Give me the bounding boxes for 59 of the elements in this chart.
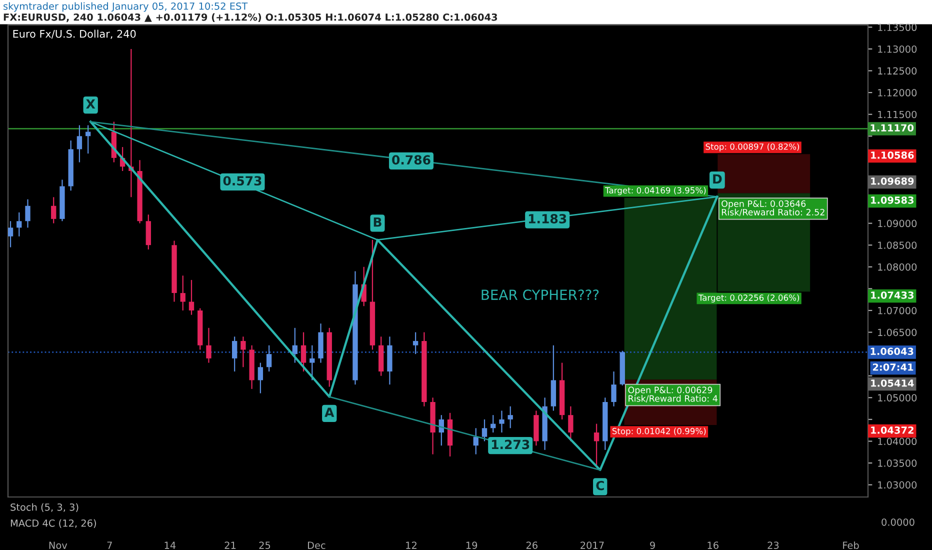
x-tick-label: 14 bbox=[164, 542, 176, 549]
y-tick-label: 1.05000 bbox=[878, 394, 917, 402]
annotation: C bbox=[596, 480, 604, 490]
y-tick-label: 1.12500 bbox=[878, 67, 917, 75]
annotation: A bbox=[324, 408, 334, 417]
annotation: BEAR CYPHER??? bbox=[482, 290, 599, 300]
annotation: B bbox=[374, 218, 382, 227]
y-tick-label: 1.04000 bbox=[878, 438, 917, 446]
y-tick-label: 1.13500 bbox=[878, 24, 917, 32]
annotation: 1.183 bbox=[528, 214, 566, 224]
y-tick-label: 1.08000 bbox=[878, 263, 917, 271]
data-label: Stop: 0.00897 (0.82%) bbox=[706, 143, 800, 152]
y-tick-label: 1.06500 bbox=[878, 328, 917, 336]
text: skymtrader published January 05, 2017 10:52 EST bbox=[4, 2, 248, 12]
chart-title: Euro Fx/U.S. Dollar, 240 bbox=[13, 30, 136, 39]
annotation: 0.573 bbox=[223, 176, 262, 186]
annotation: 0.786 bbox=[392, 155, 430, 165]
annotation: Open P&L: 0.00629 Risk/Reward Ratio: 4 bbox=[628, 386, 718, 402]
data-label: Target: 0.02256 (2.06%) bbox=[698, 294, 800, 302]
x-tick-label: 9 bbox=[650, 542, 655, 549]
x-tick-label: Nov bbox=[49, 542, 68, 549]
y-tick-label: 1.03000 bbox=[878, 481, 917, 489]
text: MACD 4C (12, 26) bbox=[10, 519, 96, 528]
y-tick-label: 1.13000 bbox=[878, 45, 917, 53]
x-tick-label: Feb bbox=[843, 541, 859, 549]
text: 1.10586 bbox=[871, 151, 914, 159]
x-tick-label: 26 bbox=[526, 542, 538, 549]
x-tick-label: Dec bbox=[308, 542, 326, 549]
ref-line-label: 1.06043 bbox=[870, 348, 914, 355]
x-tick-label: 7 bbox=[107, 542, 112, 549]
text: Stoch (5, 3, 3) bbox=[10, 503, 78, 512]
annotation: 1.273 bbox=[492, 440, 530, 450]
y-tick-label: 1.09000 bbox=[878, 220, 917, 228]
text: 1.05414 bbox=[871, 379, 914, 387]
y-tick-label: 1.08500 bbox=[878, 242, 917, 249]
text: 1.09583 bbox=[871, 196, 914, 204]
y-tick-label: 1.03500 bbox=[878, 459, 917, 467]
y-tick-label: 1.12000 bbox=[878, 89, 917, 96]
y-tick-label: 1.07000 bbox=[878, 306, 917, 314]
text: 1.07433 bbox=[871, 291, 914, 299]
chart-subtitle: FX:EURUSD, 240 1.06043 ▲ +0.01179 (+1.12%) O:1.05305 H:1.06074 L:1.05280 C:1.06043 bbox=[4, 13, 498, 22]
x-tick-label: 23 bbox=[768, 542, 779, 549]
annotation: Open P&L: 0.03646 Risk/Reward Ratio: 2.52 bbox=[722, 200, 824, 216]
text: 1.04372 bbox=[871, 426, 914, 434]
x-tick-label: 12 bbox=[406, 542, 416, 549]
x-tick-label: 21 bbox=[224, 542, 236, 549]
data-label: Stop: 0.01042 (0.99%) bbox=[612, 428, 706, 436]
x-tick-label: 16 bbox=[708, 542, 718, 549]
annotation: D bbox=[713, 174, 722, 184]
ref-line-label: 1.11170 bbox=[870, 124, 914, 132]
x-tick-label: 25 bbox=[259, 542, 270, 549]
text: 2:07:41 bbox=[872, 363, 914, 371]
annotation: X bbox=[86, 99, 96, 109]
y-tick-label: 1.11500 bbox=[878, 110, 917, 118]
text: 0.0000 bbox=[882, 518, 914, 526]
text: 1.09689 bbox=[871, 177, 914, 185]
data-label: Target: 0.04169 (3.95%) bbox=[605, 187, 706, 196]
x-tick-label: 2017 bbox=[580, 542, 604, 549]
x-tick-label: 19 bbox=[466, 542, 478, 549]
